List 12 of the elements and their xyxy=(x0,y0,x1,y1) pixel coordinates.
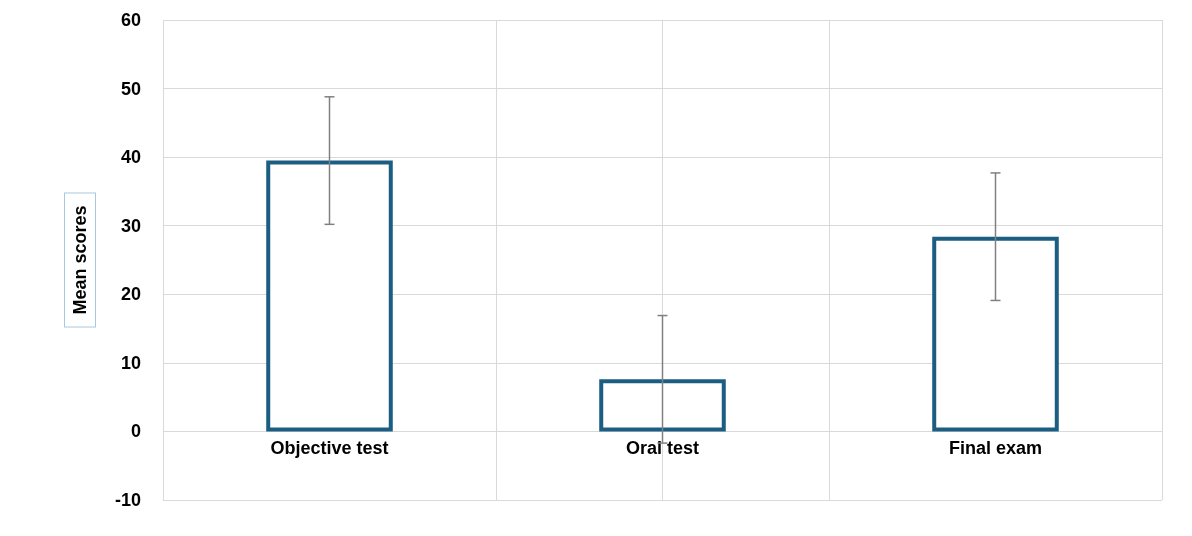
y-tick-label: -10 xyxy=(114,490,141,510)
x-tick-label: Objective test xyxy=(270,438,389,459)
y-tick-label: 20 xyxy=(120,284,141,305)
y-tick-label: 40 xyxy=(120,147,141,168)
y-tick-label: 50 xyxy=(120,78,141,99)
x-tick-label: Final exam xyxy=(948,438,1043,459)
y-tick-label: 0 xyxy=(130,421,141,442)
y-tick-label: 10 xyxy=(120,352,141,373)
y-axis-title: Mean scores xyxy=(70,205,90,315)
y-tick-label: 60 xyxy=(120,10,141,30)
x-tick-label: Oral test xyxy=(625,438,700,459)
y-tick-label: 30 xyxy=(120,215,141,236)
